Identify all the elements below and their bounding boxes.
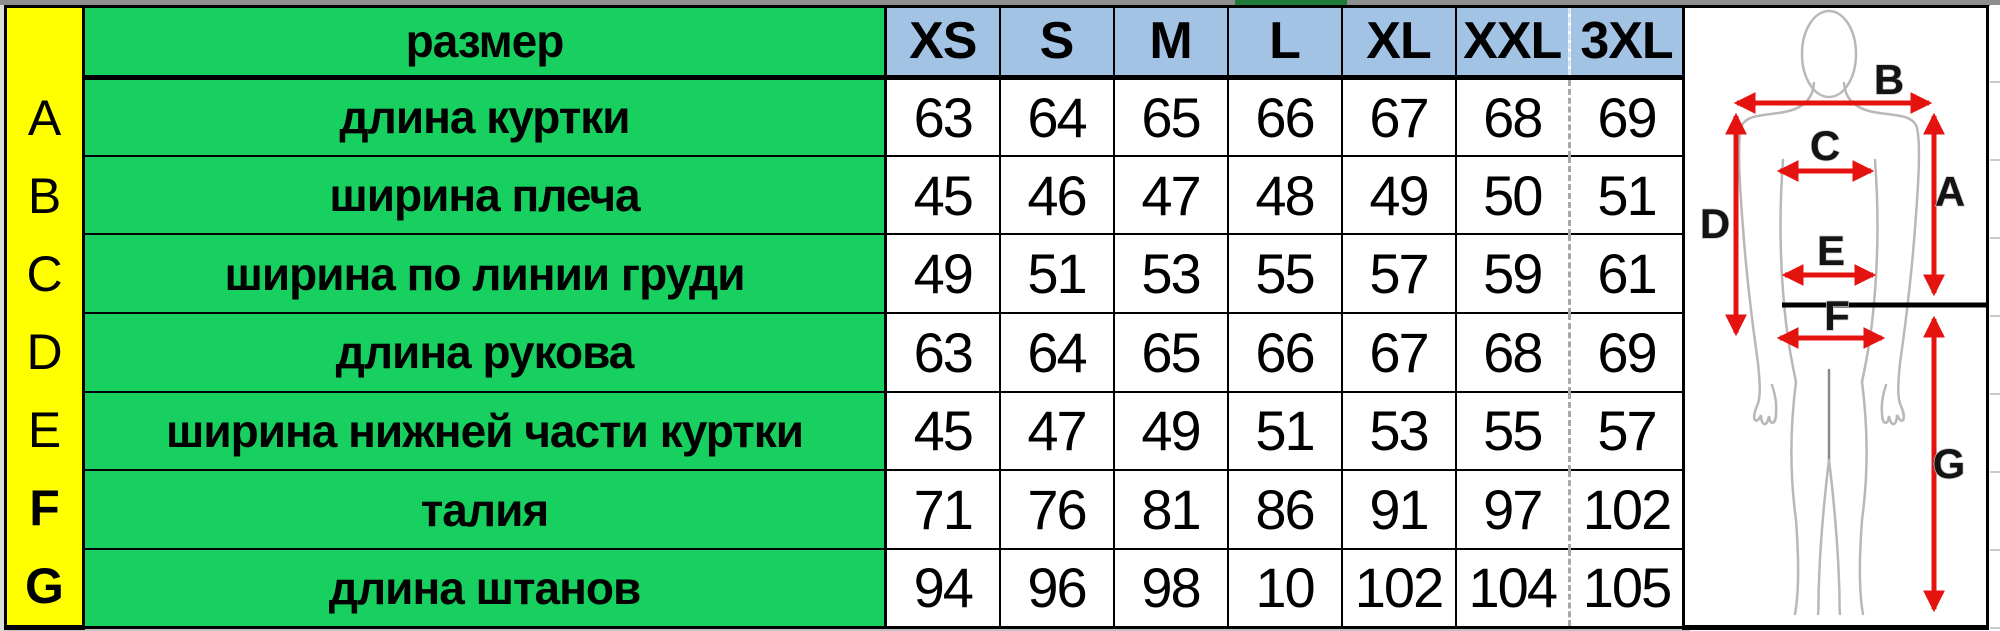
row-letter-d[interactable]: D (26, 324, 63, 380)
value-cell[interactable]: 51 (998, 233, 1115, 314)
value-cell[interactable]: 71 (884, 469, 1001, 550)
size-chart-table: A B C D E F G размер XS S M L XL XXL 3XL (4, 5, 1989, 630)
value-cell[interactable]: 61 (1568, 233, 1685, 314)
value-cell[interactable]: 97 (1454, 469, 1571, 550)
row-letter-e[interactable]: E (27, 402, 62, 458)
row-label-cell[interactable]: длина рукова (82, 311, 887, 393)
value-cell[interactable]: 47 (998, 390, 1115, 472)
row-label-cell[interactable]: ширина нижней части куртки (82, 390, 887, 472)
table-row-c: ширина по линии груди 49 51 53 55 57 59 … (6, 233, 1988, 314)
body-measurement-diagram[interactable]: B A C D E F G (1682, 5, 1989, 630)
row-letter-b[interactable]: B (27, 168, 62, 224)
value-cell[interactable]: 10 (1226, 547, 1343, 629)
value-cell[interactable]: 46 (998, 154, 1115, 236)
size-header-cell[interactable]: S (998, 5, 1115, 80)
label-f: F (1824, 292, 1850, 339)
value-cell[interactable]: 69 (1568, 311, 1685, 393)
label-e: E (1817, 227, 1845, 274)
value-cell[interactable]: 51 (1568, 154, 1685, 236)
value-cell[interactable]: 102 (1340, 547, 1457, 629)
value-cell[interactable]: 69 (1568, 76, 1685, 157)
row-label-cell[interactable]: ширина по линии груди (82, 233, 887, 314)
table-row-d: длина рукова 63 64 65 66 67 68 69 (6, 311, 1988, 393)
value-cell[interactable]: 57 (1568, 390, 1685, 472)
value-cell[interactable]: 86 (1226, 469, 1343, 550)
value-cell[interactable]: 102 (1568, 469, 1685, 550)
value-cell[interactable]: 64 (998, 76, 1115, 157)
size-header-cell[interactable]: XS (884, 5, 1001, 80)
label-c: C (1810, 122, 1840, 169)
value-cell[interactable]: 59 (1454, 233, 1571, 314)
row-letter-a[interactable]: A (27, 90, 62, 146)
size-header-cell[interactable]: XXL (1454, 5, 1571, 80)
size-header-cell[interactable]: M (1112, 5, 1229, 80)
size-title-cell[interactable]: размер (82, 5, 887, 80)
label-b: B (1874, 56, 1904, 103)
value-cell[interactable]: 65 (1112, 311, 1229, 393)
value-cell[interactable]: 51 (1226, 390, 1343, 472)
value-cell[interactable]: 53 (1112, 233, 1229, 314)
top-edge-green-cell (1235, 0, 1347, 5)
header-row: A B C D E F G размер XS S M L XL XXL 3XL (4, 5, 1989, 630)
value-cell[interactable]: 55 (1226, 233, 1343, 314)
table-row-g: длина штанов 94 96 98 10 102 104 105 (6, 547, 1988, 629)
left-edge-strip (0, 5, 4, 631)
value-cell[interactable]: 63 (884, 311, 1001, 393)
row-label-cell[interactable]: ширина плеча (82, 154, 887, 236)
value-cell[interactable]: 66 (1226, 76, 1343, 157)
value-cell[interactable]: 68 (1454, 311, 1571, 393)
value-cell[interactable]: 64 (998, 311, 1115, 393)
value-cell[interactable]: 53 (1340, 390, 1457, 472)
table-row-f: талия 71 76 81 86 91 97 102 (6, 469, 1988, 550)
value-cell[interactable]: 45 (884, 390, 1001, 472)
value-cell[interactable]: 81 (1112, 469, 1229, 550)
value-cell[interactable]: 94 (884, 547, 1001, 629)
row-label-cell[interactable]: талия (82, 469, 887, 550)
table-row-b: ширина плеча 45 46 47 48 49 50 51 (6, 154, 1988, 236)
body-diagram-svg: B A C D E F G (1699, 9, 1985, 616)
right-edge-gridlines (1990, 5, 2000, 631)
value-cell[interactable]: 67 (1340, 311, 1457, 393)
row-label-cell[interactable]: длина штанов (82, 547, 887, 629)
value-cell[interactable]: 55 (1454, 390, 1571, 472)
value-cell[interactable]: 76 (998, 469, 1115, 550)
label-a: A (1935, 168, 1965, 215)
value-cell[interactable]: 65 (1112, 76, 1229, 157)
row-letter-f[interactable]: F (29, 480, 60, 536)
value-cell[interactable]: 50 (1454, 154, 1571, 236)
measurement-arrows (1724, 91, 1946, 613)
table-row-e: ширина нижней части куртки 45 47 49 51 5… (6, 390, 1988, 472)
value-cell[interactable]: 98 (1112, 547, 1229, 629)
value-cell[interactable]: 49 (1112, 390, 1229, 472)
value-cell[interactable]: 48 (1226, 154, 1343, 236)
row-label-cell[interactable]: длина куртки (82, 76, 887, 157)
value-cell[interactable]: 49 (884, 233, 1001, 314)
value-cell[interactable]: 45 (884, 154, 1001, 236)
table-row-a: длина куртки 63 64 65 66 67 68 69 (6, 76, 1988, 157)
value-cell[interactable]: 68 (1454, 76, 1571, 157)
size-header-cell[interactable]: 3XL (1568, 5, 1685, 80)
size-header-cell[interactable]: XL (1340, 5, 1457, 80)
value-cell[interactable]: 66 (1226, 311, 1343, 393)
value-cell[interactable]: 105 (1568, 547, 1685, 629)
value-cell[interactable]: 49 (1340, 154, 1457, 236)
value-cell[interactable]: 57 (1340, 233, 1457, 314)
label-d: D (1700, 200, 1730, 247)
value-cell[interactable]: 104 (1454, 547, 1571, 629)
label-g: G (1933, 440, 1966, 487)
row-letter-column[interactable]: A B C D E F G (4, 5, 85, 630)
value-cell[interactable]: 67 (1340, 76, 1457, 157)
value-cell[interactable]: 91 (1340, 469, 1457, 550)
value-cell[interactable]: 47 (1112, 154, 1229, 236)
row-letter-g[interactable]: G (25, 558, 64, 614)
arrow-labels: B A C D E F G (1699, 55, 1966, 487)
value-cell[interactable]: 96 (998, 547, 1115, 629)
size-header-cell[interactable]: L (1226, 5, 1343, 80)
value-cell[interactable]: 63 (884, 76, 1001, 157)
row-letter-c[interactable]: C (26, 246, 63, 302)
corner-cell-empty (8, 9, 81, 80)
